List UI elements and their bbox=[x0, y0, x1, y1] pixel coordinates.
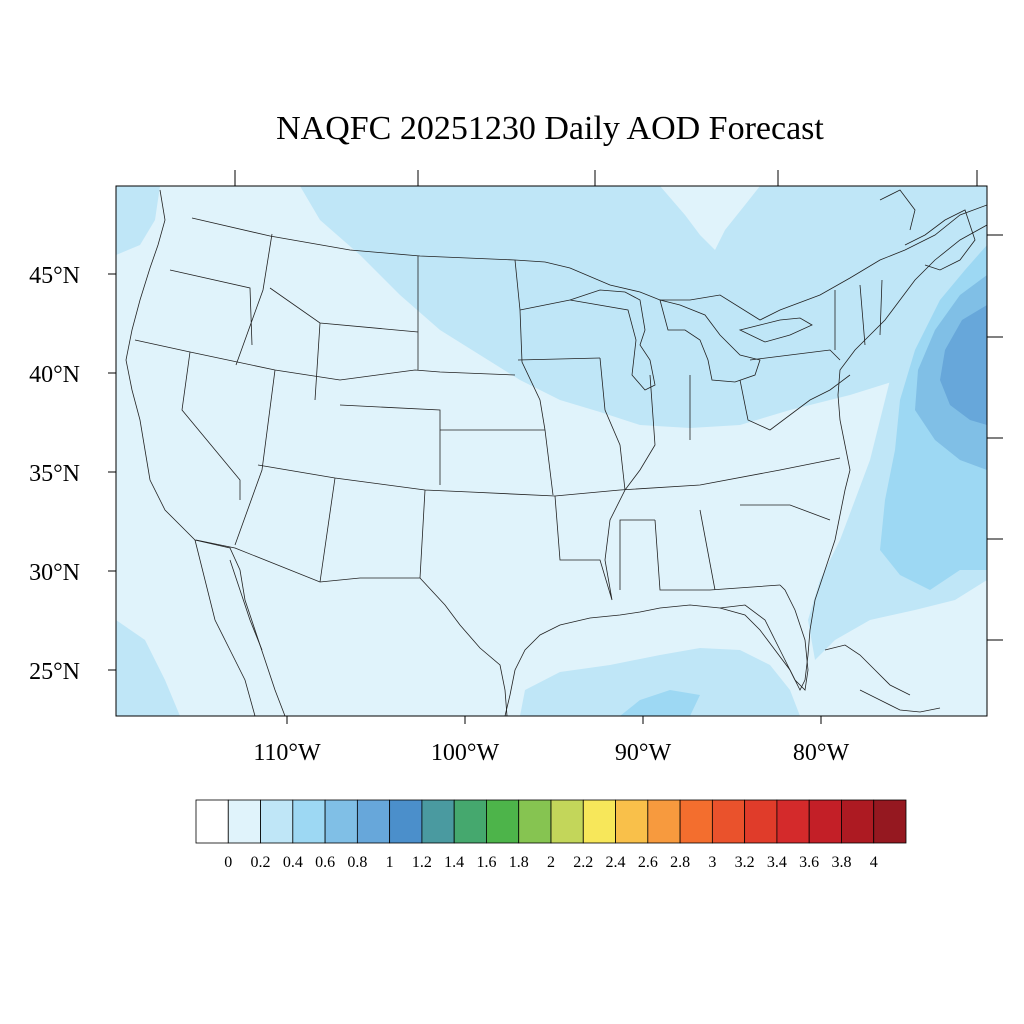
lat-label: 30°N bbox=[29, 560, 80, 586]
colorbar-label: 0.6 bbox=[315, 854, 335, 871]
map-title: NAQFC 20251230 Daily AOD Forecast bbox=[276, 110, 824, 147]
colorbar-label: 0.2 bbox=[251, 854, 271, 871]
colorbar-swatch bbox=[260, 799, 294, 844]
baja-peninsula bbox=[194, 539, 263, 716]
aod-pacific-south bbox=[116, 620, 180, 716]
map-frame bbox=[115, 185, 988, 717]
lat-label: 40°N bbox=[29, 362, 80, 388]
lon-label: 110°W bbox=[253, 740, 321, 766]
aod-pacific-north bbox=[116, 186, 160, 255]
colorbar-label: 3.6 bbox=[799, 854, 819, 871]
colorbar-swatch bbox=[615, 799, 649, 844]
colorbar-label: 2.4 bbox=[606, 854, 626, 871]
aod-band-north bbox=[300, 186, 987, 428]
us-mexico-border bbox=[195, 539, 508, 716]
colorbar-label: 0 bbox=[224, 854, 232, 871]
lat-label: 45°N bbox=[29, 263, 80, 289]
us-coastline bbox=[125, 189, 286, 716]
colorbar-swatch bbox=[356, 799, 391, 844]
colorbar-swatch bbox=[518, 799, 552, 844]
aod-field bbox=[116, 186, 987, 716]
colorbar-swatch bbox=[195, 799, 229, 844]
colorbar-label: 2.6 bbox=[638, 854, 658, 871]
colorbar-label: 1.8 bbox=[509, 854, 529, 871]
colorbar-label: 3.4 bbox=[767, 854, 787, 871]
colorbar-swatch bbox=[421, 799, 455, 844]
colorbar-label: 3.2 bbox=[735, 854, 755, 871]
colorbar-label: 1.6 bbox=[476, 854, 496, 871]
colorbar-label: 0.8 bbox=[347, 854, 367, 871]
colorbar-label: 2.8 bbox=[670, 854, 690, 871]
colorbar-swatch bbox=[453, 799, 487, 844]
lat-label: 35°N bbox=[29, 461, 80, 487]
aod-atlantic-darkest bbox=[940, 305, 987, 425]
colorbar-label: 1.4 bbox=[444, 854, 464, 871]
aod-colorbar: 0 0.2 0.4 0.6 0.8 1 1.2 1.4 1.6 1.8 2 2.2 2.4 2.6 2.8 3… bbox=[195, 799, 907, 871]
caribbean-islands bbox=[824, 644, 941, 713]
lon-label: 90°W bbox=[615, 740, 672, 766]
colorbar-swatch bbox=[324, 799, 358, 844]
colorbar-swatch bbox=[292, 799, 326, 844]
map-axes: 45°N 40°N 35°N 30°N 25°N 110°W 100°W 90°W 80°W bbox=[29, 170, 1003, 766]
florida-peninsula bbox=[719, 584, 809, 691]
colorbar-label: 1.2 bbox=[412, 854, 432, 871]
colorbar-swatch bbox=[841, 799, 875, 844]
gulf-coastline bbox=[504, 224, 987, 716]
state-lines-west bbox=[134, 233, 621, 583]
state-lines-east bbox=[514, 259, 883, 601]
colorbar-label: 1 bbox=[386, 854, 394, 871]
colorbar-label: 2 bbox=[547, 854, 555, 871]
aod-gulf-medium bbox=[520, 648, 800, 716]
us-canada-border bbox=[191, 204, 987, 321]
colorbar-label: 2.2 bbox=[573, 854, 593, 871]
colorbar-label: 3.8 bbox=[831, 854, 851, 871]
colorbar-swatch bbox=[582, 799, 616, 844]
colorbar-swatch bbox=[776, 799, 810, 844]
colorbar-swatch bbox=[486, 799, 520, 844]
colorbar-swatch bbox=[679, 799, 713, 844]
map-boundaries bbox=[125, 189, 987, 716]
great-lakes bbox=[569, 289, 813, 391]
colorbar-label: 4 bbox=[870, 854, 878, 871]
colorbar-swatch bbox=[873, 799, 907, 844]
aod-clean-patch bbox=[660, 186, 760, 250]
canadian-maritimes bbox=[879, 189, 976, 271]
lat-label: 25°N bbox=[29, 659, 80, 685]
colorbar-swatch bbox=[808, 799, 842, 844]
lon-label: 100°W bbox=[431, 740, 500, 766]
colorbar-swatch bbox=[389, 799, 423, 844]
colorbar-swatch bbox=[711, 799, 746, 844]
colorbar-label: 3 bbox=[708, 854, 716, 871]
lon-label: 80°W bbox=[793, 740, 850, 766]
aod-gulf-blue bbox=[620, 690, 700, 716]
colorbar-swatch bbox=[550, 799, 584, 844]
colorbar-swatch bbox=[744, 799, 778, 844]
colorbar-swatch bbox=[647, 799, 681, 844]
colorbar-swatch bbox=[227, 799, 261, 844]
colorbar-label: 0.4 bbox=[283, 854, 303, 871]
